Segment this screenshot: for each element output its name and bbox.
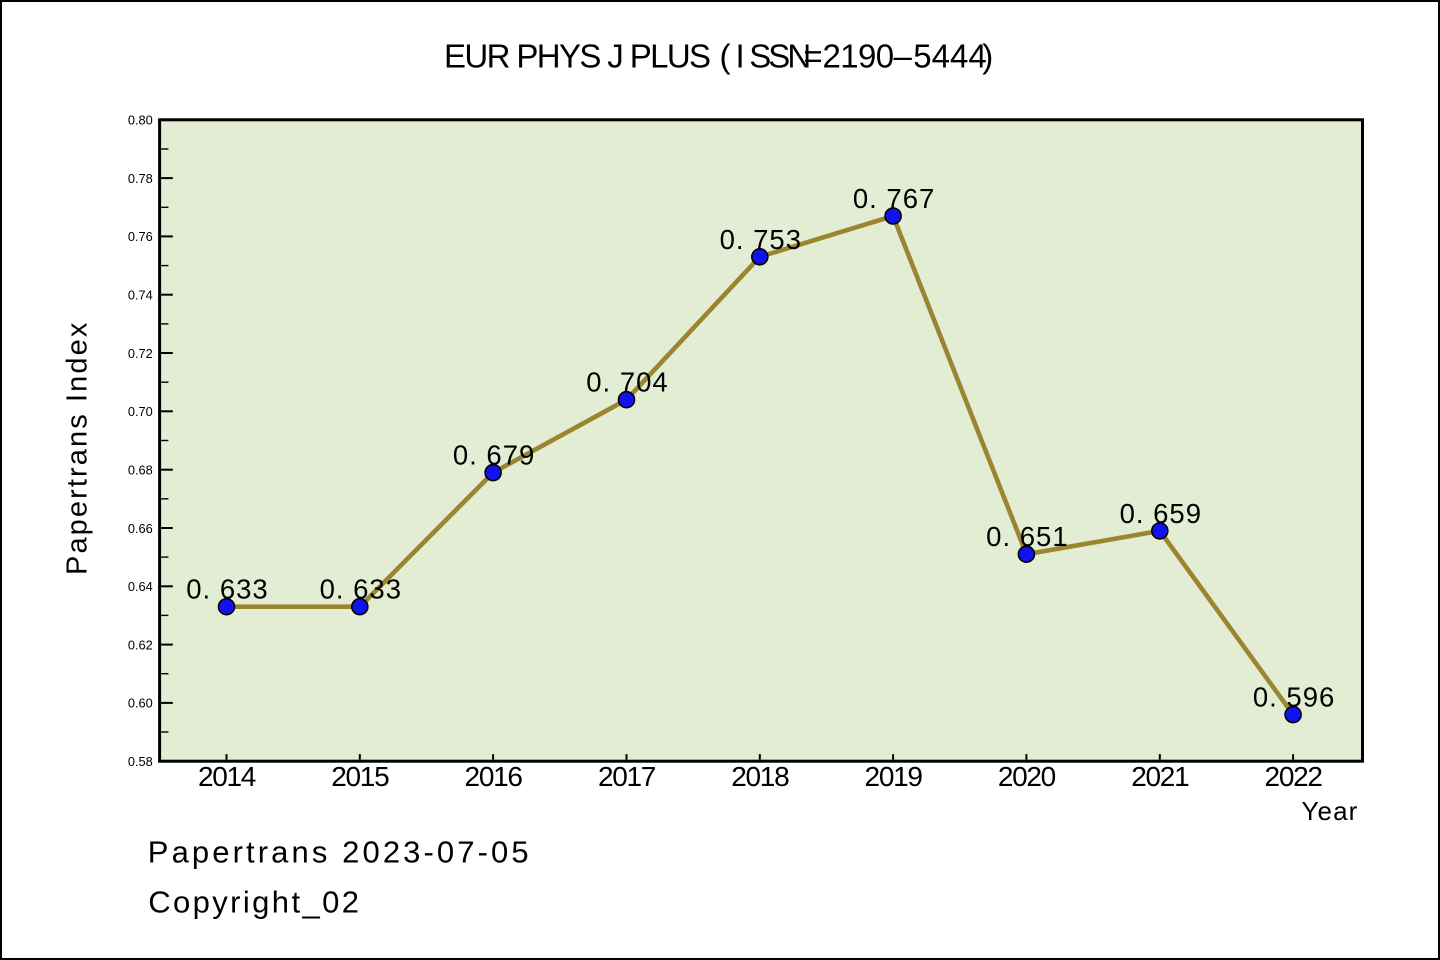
svg-text:0. 633: 0. 633 [320, 574, 402, 605]
svg-text:0.76: 0.76 [128, 229, 153, 244]
svg-text:0.80: 0.80 [128, 113, 153, 128]
svg-text:2021: 2021 [1131, 761, 1189, 792]
svg-text:2018: 2018 [731, 761, 789, 792]
svg-text:0.70: 0.70 [128, 404, 153, 419]
svg-text:2015: 2015 [331, 761, 389, 792]
svg-text:2014: 2014 [198, 761, 256, 792]
svg-text:0.78: 0.78 [128, 171, 153, 186]
svg-text:2019: 2019 [865, 761, 923, 792]
svg-text:0. 753: 0. 753 [720, 224, 802, 255]
svg-text:0.62: 0.62 [128, 637, 153, 652]
svg-text:0.72: 0.72 [128, 346, 153, 361]
svg-text:0.64: 0.64 [128, 579, 153, 594]
svg-text:2022: 2022 [1265, 761, 1323, 792]
svg-text:0. 651: 0. 651 [986, 521, 1068, 552]
svg-text:0.74: 0.74 [128, 288, 153, 303]
svg-text:0. 596: 0. 596 [1253, 682, 1335, 713]
svg-text:0. 767: 0. 767 [853, 183, 935, 214]
svg-text:0.66: 0.66 [128, 521, 153, 536]
svg-text:Copyright_02: Copyright_02 [148, 885, 361, 920]
svg-text:0. 704: 0. 704 [586, 367, 668, 398]
svg-text:0.60: 0.60 [128, 696, 153, 711]
svg-text:0. 679: 0. 679 [453, 440, 535, 471]
svg-text:2016: 2016 [465, 761, 523, 792]
svg-text:Papertrans Index: Papertrans Index [62, 321, 94, 575]
svg-text:0. 659: 0. 659 [1120, 498, 1202, 529]
svg-text:2017: 2017 [598, 761, 656, 792]
svg-text:0.68: 0.68 [128, 463, 153, 478]
svg-text:0.58: 0.58 [128, 754, 153, 769]
svg-text:2020: 2020 [998, 761, 1056, 792]
svg-text:Papertrans 2023-07-05: Papertrans 2023-07-05 [148, 834, 532, 869]
svg-text:Year: Year [1302, 796, 1359, 826]
svg-text:0. 633: 0. 633 [186, 574, 268, 605]
